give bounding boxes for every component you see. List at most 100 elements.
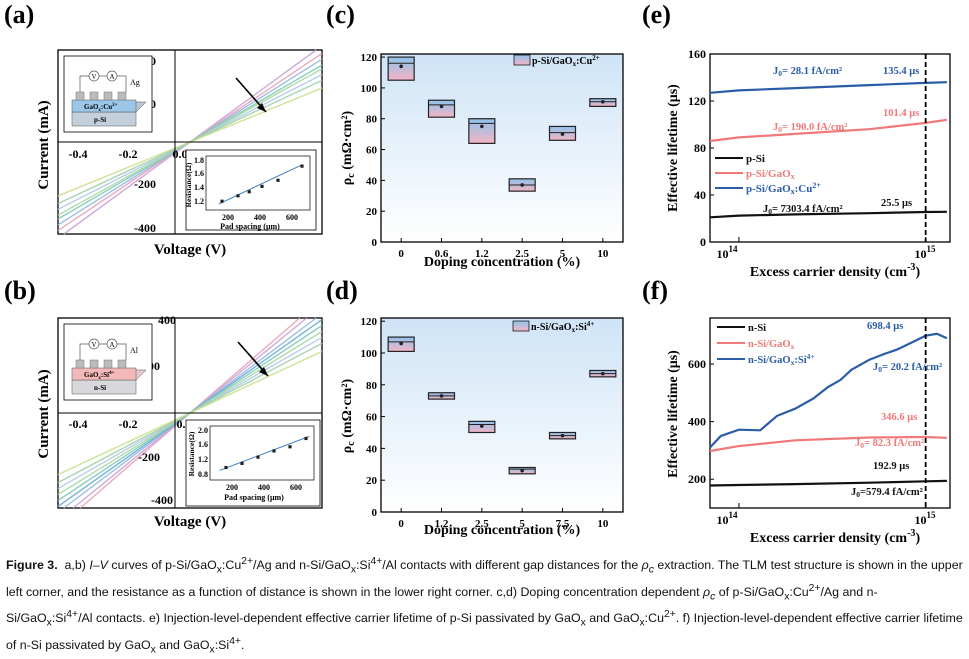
ammeter-label: A bbox=[109, 73, 114, 81]
x-tick-labels: 1014 1015 bbox=[717, 244, 937, 261]
tlm-fit-line bbox=[218, 164, 303, 205]
x-tick-label: 1014 bbox=[717, 510, 739, 527]
y-tick-label: 200 bbox=[688, 472, 706, 486]
y-axis-label: Current (mA) bbox=[38, 369, 52, 458]
x-tick-label: 1.2 bbox=[475, 248, 489, 260]
substrate-label: p-Si bbox=[94, 116, 106, 124]
x-tick-label: 5 bbox=[560, 248, 566, 260]
mean-marker bbox=[560, 132, 565, 136]
iv-chart-b: 400 200 -200 -400 -0.4 -0.2 0.0 0.2 0.4 … bbox=[38, 314, 323, 530]
y-tick-label: 60 bbox=[366, 412, 378, 424]
tlm-point bbox=[224, 465, 228, 470]
legend-label: p-Si bbox=[746, 153, 765, 165]
legend: n-Si n-Si/GaOx n-Si/GaOx:Si4+ bbox=[717, 323, 815, 367]
voltmeter-icon bbox=[88, 70, 100, 82]
ammeter-icon bbox=[106, 338, 118, 350]
x-tick-label: 0 bbox=[398, 518, 404, 530]
y-tick-label: -200 bbox=[134, 177, 156, 191]
y-tick-label: 40 bbox=[366, 443, 378, 455]
legend-swatch bbox=[513, 54, 531, 66]
panel-label-a: (a) bbox=[4, 0, 35, 29]
y-tick-label: 80 bbox=[366, 114, 378, 126]
panel-label-c: (c) bbox=[326, 0, 355, 29]
lifetime-annotation: 101.4 μs bbox=[883, 108, 919, 119]
x-axis-label: Voltage (V) bbox=[154, 514, 226, 530]
y-tick-label: 600 bbox=[688, 357, 706, 371]
tlm-structure-inset: V A Ag GaOx:Cu2+ p-Si bbox=[63, 55, 153, 133]
j0-annotation: J0= 190.0 fA/cm² bbox=[773, 122, 847, 134]
tlm-point bbox=[276, 178, 280, 182]
legend-swatch bbox=[512, 320, 530, 332]
x-tick-label: 1014 bbox=[717, 244, 739, 261]
x-axis-label: Excess carrier density (cm-3) bbox=[750, 528, 921, 546]
x-tick-label: 0 bbox=[398, 248, 404, 260]
legend-label: n-Si/GaOx:Si4+ bbox=[748, 352, 815, 367]
legend-label: p-Si/GaOx:Cu2+ bbox=[532, 54, 600, 68]
y-tick-label: 20 bbox=[366, 206, 378, 218]
x-tick-label: 5 bbox=[519, 518, 525, 530]
panel-label-b: (b) bbox=[4, 276, 36, 305]
y-axis-label: ρc (mΩ·cm²) bbox=[340, 378, 357, 453]
y-tick-label: 40 bbox=[366, 175, 378, 187]
y-ticks: 0 20 40 60 80 100 120 bbox=[361, 316, 385, 519]
mean-marker bbox=[480, 124, 484, 129]
x-tick-label: 1015 bbox=[915, 510, 937, 527]
y-tick-label: 160 bbox=[688, 47, 706, 61]
metal-label: Al bbox=[130, 346, 139, 355]
voltmeter-icon bbox=[88, 338, 100, 350]
lifetime-annotation: 192.9 μs bbox=[873, 461, 909, 472]
tlm-x-tick: 400 bbox=[258, 483, 270, 492]
tlm-point bbox=[260, 184, 264, 188]
x-axis-label: Doping concentration (%) bbox=[424, 255, 581, 270]
y-tick-label: 400 bbox=[158, 314, 176, 327]
box bbox=[387, 56, 415, 81]
y-ticks: 0 20 40 60 80 100 120 bbox=[361, 52, 385, 249]
j0-annotation: J0=579.4 fA/cm² bbox=[851, 487, 923, 499]
tlm-point bbox=[288, 445, 292, 449]
panel-label-d: (d) bbox=[326, 276, 358, 305]
box-series bbox=[387, 56, 617, 192]
inset-frame bbox=[185, 419, 321, 507]
j0-annotation: J0= 28.1 fA/cm² bbox=[773, 66, 842, 78]
figure-caption: Figure 3. a,b) I–V curves of p-Si/GaOx:C… bbox=[6, 553, 964, 659]
tlm-y-label: Resistance(Ω) bbox=[184, 162, 193, 207]
tlm-y-tick: 0.8 bbox=[198, 470, 208, 479]
y-tick-label: 0 bbox=[372, 507, 378, 519]
y-axis-label: Effective lifetime (μs) bbox=[666, 350, 681, 478]
legend-label: n-Si/GaOx bbox=[748, 339, 795, 351]
series-line bbox=[709, 332, 948, 449]
legend-label: n-Si/GaOx:Si4+ bbox=[531, 320, 594, 334]
panel-label-f: (f) bbox=[642, 276, 668, 305]
y-tick-label: 0 bbox=[700, 235, 706, 249]
y-tick-label: -400 bbox=[134, 221, 156, 235]
tlm-point bbox=[256, 455, 260, 459]
x-tick-label: -0.2 bbox=[119, 417, 138, 431]
annotations: J0= 28.1 fA/cm² 135.4 μs J0= 190.0 fA/cm… bbox=[763, 66, 919, 216]
metal-pads bbox=[75, 359, 127, 369]
y-tick-label: 20 bbox=[366, 475, 378, 487]
x-tick-label: 7.5 bbox=[556, 518, 570, 530]
y-axis-label: ρc (mΩ·cm²) bbox=[340, 110, 357, 185]
caption-text: a,b) I–V curves of p-Si/GaOx:Cu2+/Ag and… bbox=[6, 556, 963, 656]
y-tick-label: -200 bbox=[138, 450, 160, 464]
tlm-x-tick: 200 bbox=[226, 483, 238, 492]
series-line bbox=[709, 479, 947, 487]
mean-marker bbox=[480, 424, 484, 428]
legend-label: n-Si bbox=[748, 323, 766, 334]
series-line bbox=[709, 210, 947, 219]
inset-frame bbox=[185, 149, 317, 231]
x-axis-label: Doping concentration (%) bbox=[424, 523, 581, 538]
box-series bbox=[387, 336, 617, 475]
tlm-point bbox=[236, 194, 240, 198]
legend: n-Si/GaOx:Si4+ bbox=[512, 320, 594, 334]
y-ticks: 0 40 80 120 160 bbox=[688, 47, 927, 249]
tlm-point bbox=[247, 190, 251, 194]
tlm-x-tick: 400 bbox=[254, 213, 266, 222]
series-lines bbox=[709, 54, 948, 242]
y-tick-label: 100 bbox=[361, 83, 378, 95]
j0-annotation: J0= 20.2 fA/cm² bbox=[873, 362, 942, 374]
mean-marker bbox=[399, 341, 403, 346]
x-tick-label: -0.4 bbox=[69, 147, 88, 161]
mean-marker bbox=[399, 64, 403, 69]
legend-label: p-Si/GaOx bbox=[746, 168, 795, 181]
